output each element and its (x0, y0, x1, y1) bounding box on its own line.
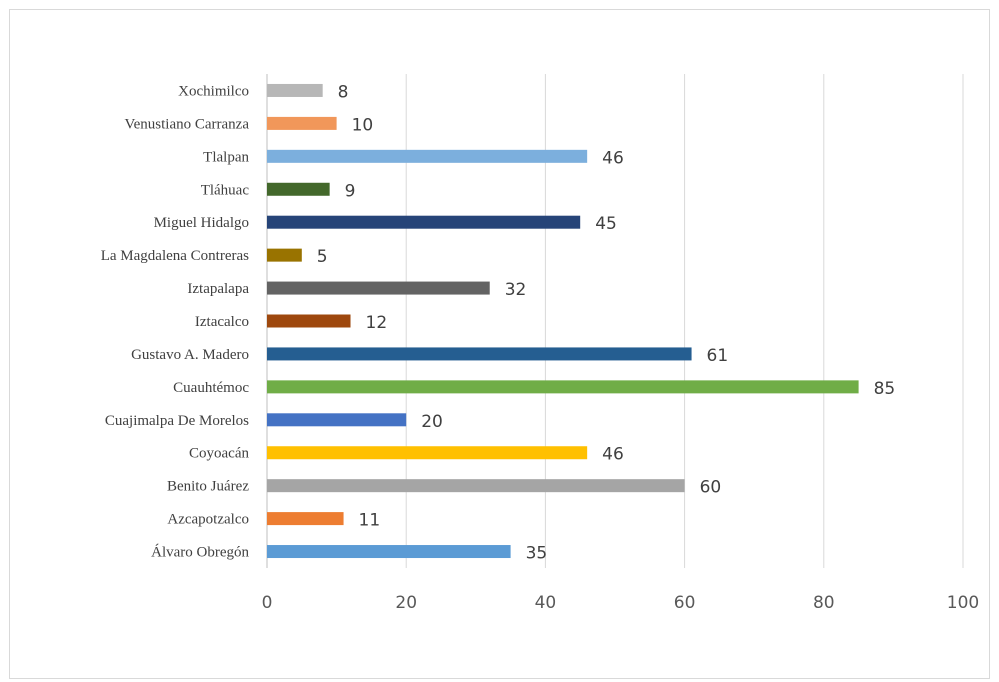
data-label: 45 (595, 214, 617, 234)
x-tick-label: 0 (262, 593, 273, 613)
data-label: 61 (707, 346, 729, 366)
category-label: Iztapalapa (187, 281, 249, 297)
data-labels: 35 11 60 46 20 85 61 12 32 5 45 9 46 108 (317, 82, 895, 563)
category-labels: Álvaro Obregón Azcapotzalco Benito Juárez C… (101, 83, 250, 560)
data-label: 12 (366, 313, 388, 333)
category-label: Tlalpan (203, 149, 249, 165)
data-label: 5 (317, 247, 328, 267)
bar (267, 413, 407, 427)
chart-frame (9, 9, 990, 679)
data-label: 35 (526, 544, 548, 564)
data-label: 10 (352, 115, 374, 135)
data-label: 9 (345, 181, 356, 201)
category-label: Álvaro Obregón (151, 544, 249, 561)
bar (267, 512, 344, 526)
category-label: Gustavo A. Madero (131, 347, 249, 363)
x-tick-label: 80 (813, 593, 835, 613)
x-tick-label: 60 (674, 593, 696, 613)
bar (267, 248, 302, 262)
category-label: Xochimilco (178, 83, 249, 99)
x-tick-labels: 0 20 40 60 80 100 (262, 593, 980, 613)
category-label: Cuajimalpa De Morelos (105, 413, 249, 429)
data-label: 8 (338, 82, 349, 102)
bar (267, 347, 692, 361)
data-label: 32 (505, 280, 527, 300)
category-label: Coyoacán (189, 446, 249, 462)
bar (267, 446, 588, 460)
category-label: Cuauhtémoc (173, 380, 249, 396)
data-label: 46 (602, 148, 624, 168)
x-tick-label: 100 (947, 593, 979, 613)
x-tick-label: 40 (535, 593, 557, 613)
category-label: Azcapotzalco (167, 512, 249, 528)
bar (267, 215, 581, 229)
data-label: 20 (421, 412, 443, 432)
bar (267, 149, 588, 163)
category-label: Benito Juárez (167, 479, 249, 495)
category-label: Miguel Hidalgo (154, 215, 249, 231)
bars (267, 83, 859, 559)
bar (267, 116, 337, 130)
data-label: 85 (874, 379, 896, 399)
bar (267, 281, 490, 295)
data-label: 11 (359, 511, 381, 531)
data-label: 60 (700, 478, 722, 498)
category-label: La Magdalena Contreras (101, 248, 249, 264)
bar (267, 83, 323, 97)
bar (267, 545, 511, 559)
category-label: Iztacalco (195, 314, 249, 330)
category-label: Tláhuac (201, 182, 250, 198)
x-tick-label: 20 (395, 593, 417, 613)
bar (267, 380, 859, 394)
category-label: Venustiano Carranza (124, 116, 249, 132)
bar (267, 314, 351, 328)
bar (267, 479, 685, 493)
data-label: 46 (602, 445, 624, 465)
gridlines (405, 74, 964, 568)
bar (267, 182, 330, 196)
